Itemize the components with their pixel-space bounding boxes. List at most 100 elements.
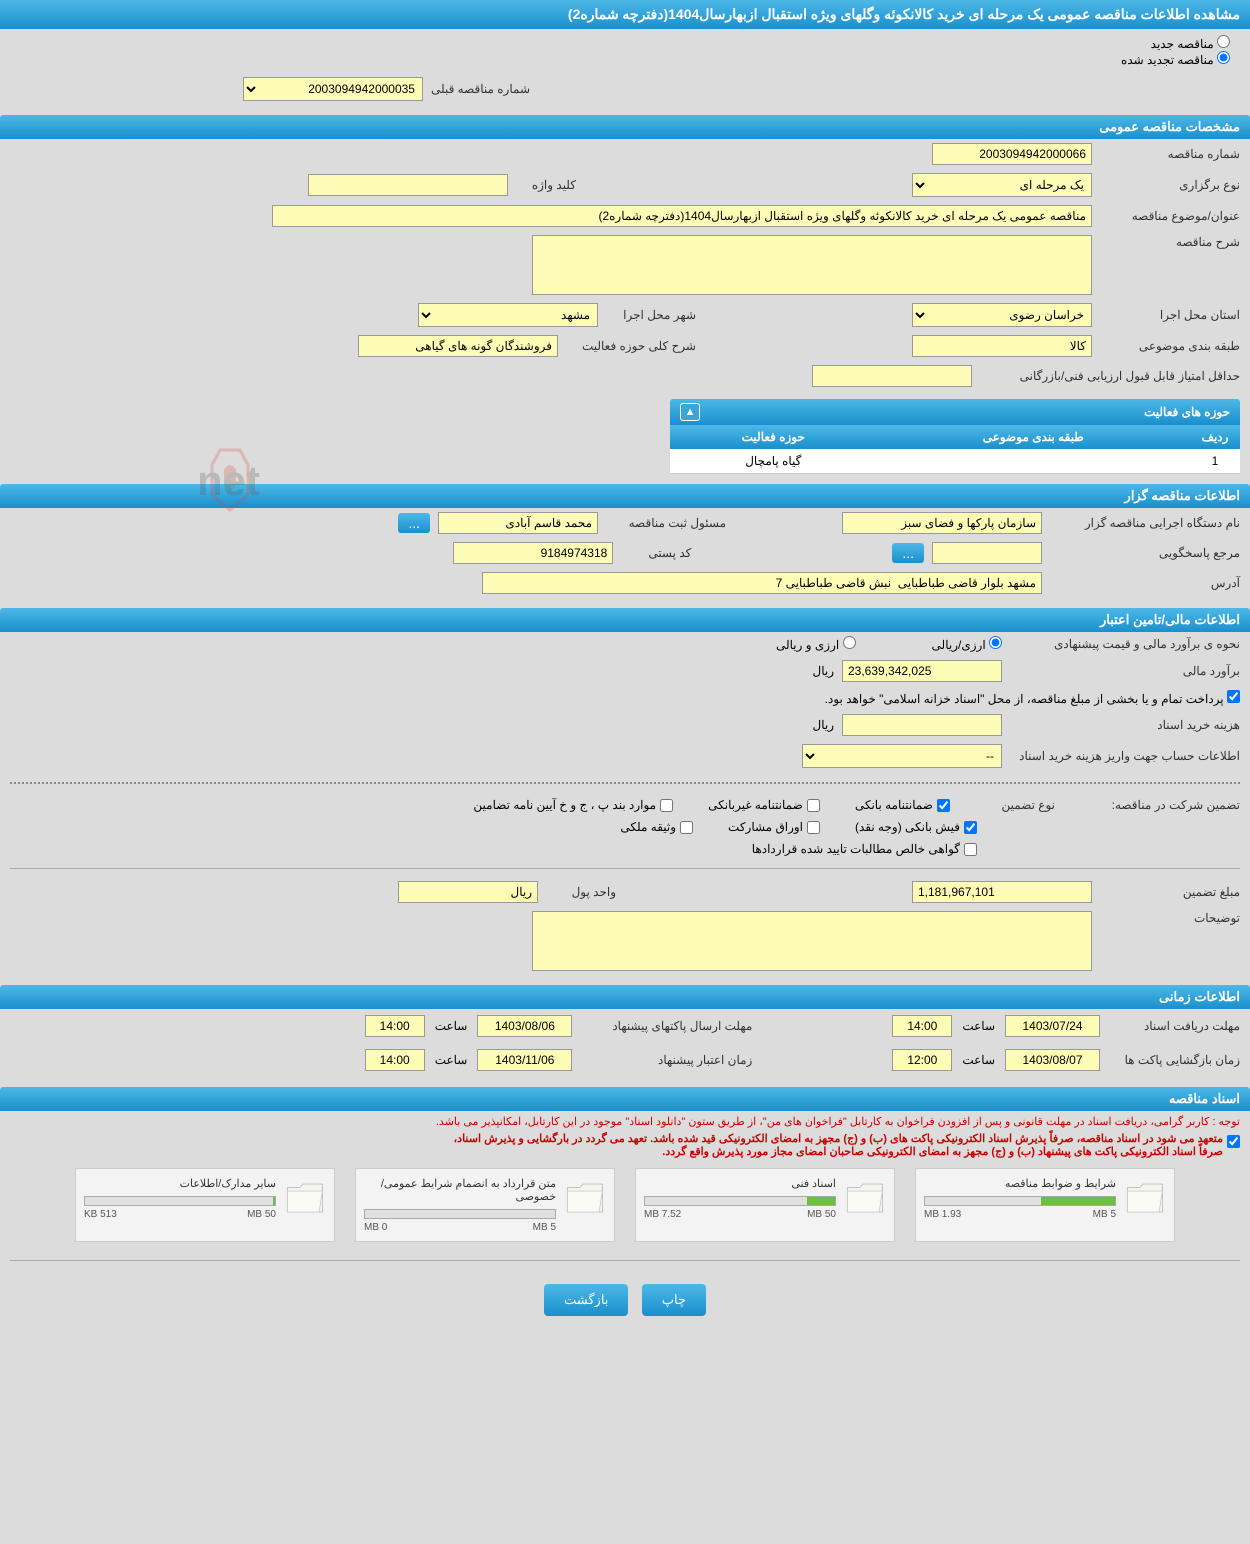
estimate-method-label: نحوه ی برآورد مالی و قیمت پیشنهادی bbox=[1010, 637, 1240, 651]
opening-date[interactable]: 1403/08/07 bbox=[1005, 1049, 1100, 1071]
cb-deed[interactable]: وثیقه ملکی bbox=[620, 820, 693, 834]
radio-new-tender-input[interactable] bbox=[1217, 35, 1230, 48]
city-select[interactable]: مشهد bbox=[418, 303, 598, 327]
cb-partner[interactable]: اوراق مشارکت bbox=[728, 820, 820, 834]
opening-hour[interactable]: 12:00 bbox=[892, 1049, 952, 1071]
activity-table: ردیف طبقه بندی موضوعی حوزه فعالیت 1گیاه … bbox=[670, 425, 1240, 474]
print-button[interactable]: چاپ bbox=[642, 1284, 706, 1316]
section-organizer: اطلاعات مناقصه گزار bbox=[0, 484, 1250, 508]
title-label: عنوان/موضوع مناقصه bbox=[1100, 209, 1240, 223]
doc-note2b: صرفاً اسناد الکترونیکی پاکت های پیشنهاد … bbox=[454, 1145, 1223, 1158]
address-input[interactable] bbox=[482, 572, 1042, 594]
file-title: متن قرارداد به انضمام شرایط عمومی/خصوصی bbox=[364, 1177, 556, 1203]
file-card[interactable]: سایر مدارک/اطلاعات 50 MB513 KB bbox=[75, 1168, 335, 1242]
doc-fee-input[interactable] bbox=[842, 714, 1002, 736]
file-progress bbox=[364, 1209, 556, 1219]
doc-deadline-date[interactable]: 1403/07/24 bbox=[1005, 1015, 1100, 1037]
registrar-value: محمد قاسم آبادی bbox=[438, 512, 598, 534]
postal-value: 9184974318 bbox=[453, 542, 613, 564]
doc-note2a: متعهد می شود در اسناد مناقصه، صرفاً پذیر… bbox=[454, 1132, 1223, 1145]
keyword-input[interactable] bbox=[308, 174, 508, 196]
account-info-label: اطلاعات حساب جهت واریز هزینه خرید اسناد bbox=[1010, 749, 1240, 763]
file-progress bbox=[84, 1196, 276, 1206]
col-class: طبقه بندی موضوعی bbox=[877, 425, 1190, 449]
section-financial: اطلاعات مالی/تامین اعتبار bbox=[0, 608, 1250, 632]
file-title: سایر مدارک/اطلاعات bbox=[84, 1177, 276, 1190]
folder-icon bbox=[564, 1177, 606, 1222]
payment-note-checkbox[interactable]: پرداخت تمام و یا بخشی از مبلغ مناقصه، از… bbox=[825, 690, 1240, 706]
folder-icon bbox=[844, 1177, 886, 1222]
radio-new-tender[interactable]: مناقصه جدید bbox=[1151, 37, 1230, 51]
validity-date[interactable]: 1403/11/06 bbox=[477, 1049, 572, 1071]
guarantee-amount-input[interactable] bbox=[912, 881, 1092, 903]
page-title: مشاهده اطلاعات مناقصه عمومی یک مرحله ای … bbox=[0, 0, 1250, 29]
holding-type-select[interactable]: یک مرحله ای bbox=[912, 173, 1092, 197]
file-card[interactable]: متن قرارداد به انضمام شرایط عمومی/خصوصی … bbox=[355, 1168, 615, 1242]
doc-note1: توجه : کاربر گرامی، دریافت اسناد در مهلت… bbox=[0, 1111, 1250, 1132]
activity-table-header: حوزه های فعالیت ▲ bbox=[670, 399, 1240, 425]
province-select[interactable]: خراسان رضوی bbox=[912, 303, 1092, 327]
file-card[interactable]: شرایط و ضوابط مناقصه 5 MB1.93 MB bbox=[915, 1168, 1175, 1242]
doc-commitment-checkbox[interactable] bbox=[1227, 1135, 1240, 1148]
subject-class-value: کالا bbox=[912, 335, 1092, 357]
registrar-lookup-button[interactable]: ... bbox=[398, 513, 430, 533]
response-ref-lookup-button[interactable]: ... bbox=[892, 543, 924, 563]
account-info-select[interactable]: -- bbox=[802, 744, 1002, 768]
guarantee-amount-label: مبلغ تضمین bbox=[1100, 885, 1240, 899]
radio-renewed-tender[interactable]: مناقصه تجدید شده bbox=[1121, 53, 1230, 67]
postal-label: کد پستی bbox=[621, 546, 691, 560]
proposal-deadline-date[interactable]: 1403/08/06 bbox=[477, 1015, 572, 1037]
guarantee-type-label: نوع تضمین bbox=[985, 798, 1055, 812]
response-ref-input[interactable] bbox=[932, 542, 1042, 564]
title-input[interactable] bbox=[272, 205, 1092, 227]
section-documents: اسناد مناقصه bbox=[0, 1087, 1250, 1111]
cb-nonbank[interactable]: ضمانتنامه غیربانکی bbox=[708, 798, 820, 812]
cb-cash[interactable]: فیش بانکی (وجه نقد) bbox=[855, 820, 977, 834]
prev-number-select[interactable]: 2003094942000035 bbox=[243, 77, 423, 101]
estimate-input[interactable] bbox=[842, 660, 1002, 682]
prev-number-label: شماره مناقصه قبلی bbox=[431, 82, 530, 96]
currency-label: ریال bbox=[812, 664, 834, 678]
folder-icon bbox=[1124, 1177, 1166, 1222]
file-progress bbox=[644, 1196, 836, 1206]
col-activity: حوزه فعالیت bbox=[670, 425, 877, 449]
radio-rial[interactable]: ارزی/ریالی bbox=[932, 636, 1002, 652]
tender-number-label: شماره مناقصه bbox=[1100, 147, 1240, 161]
guarantee-section-label: تضمین شرکت در مناقصه: bbox=[1090, 798, 1240, 812]
comments-textarea[interactable] bbox=[532, 911, 1092, 971]
currency-unit-value: ریال bbox=[398, 881, 538, 903]
agency-value: سازمان پارکها و فضای سبز bbox=[842, 512, 1042, 534]
table-row: 1گیاه پامچال bbox=[670, 449, 1240, 474]
file-progress bbox=[924, 1196, 1116, 1206]
city-label: شهر محل اجرا bbox=[606, 308, 696, 322]
holding-type-label: نوع برگزاری bbox=[1100, 178, 1240, 192]
back-button[interactable]: بازگشت bbox=[544, 1284, 628, 1316]
doc-deadline-label: مهلت دریافت اسناد bbox=[1110, 1019, 1240, 1033]
min-score-input[interactable] bbox=[812, 365, 972, 387]
collapse-icon[interactable]: ▲ bbox=[680, 403, 700, 421]
comments-label: توضیحات bbox=[1100, 911, 1240, 925]
validity-hour[interactable]: 14:00 bbox=[365, 1049, 425, 1071]
radio-renewed-tender-input[interactable] bbox=[1217, 51, 1230, 64]
doc-fee-label: هزینه خرید اسناد bbox=[1010, 718, 1240, 732]
activity-scope-label: شرح کلی حوزه فعالیت bbox=[566, 339, 696, 353]
estimate-label: برآورد مالی bbox=[1010, 664, 1240, 678]
description-textarea[interactable] bbox=[532, 235, 1092, 295]
file-card[interactable]: اسناد فنی 50 MB7.52 MB bbox=[635, 1168, 895, 1242]
address-label: آدرس bbox=[1050, 576, 1240, 590]
registrar-label: مسئول ثبت مناقصه bbox=[606, 516, 726, 530]
description-label: شرح مناقصه bbox=[1100, 235, 1240, 249]
cb-receivables[interactable]: گواهی خالص مطالبات تایید شده قراردادها bbox=[752, 842, 977, 856]
response-ref-label: مرجع پاسخگویی bbox=[1050, 546, 1240, 560]
subject-class-label: طبقه بندی موضوعی bbox=[1100, 339, 1240, 353]
validity-label: زمان اعتبار پیشنهاد bbox=[582, 1053, 752, 1067]
proposal-deadline-hour[interactable]: 14:00 bbox=[365, 1015, 425, 1037]
section-timing: اطلاعات زمانی bbox=[0, 985, 1250, 1009]
file-title: شرایط و ضوابط مناقصه bbox=[924, 1177, 1116, 1190]
cb-bank[interactable]: ضمانتنامه بانکی bbox=[855, 798, 950, 812]
doc-deadline-hour[interactable]: 14:00 bbox=[892, 1015, 952, 1037]
section-general: مشخصات مناقصه عمومی bbox=[0, 115, 1250, 139]
file-title: اسناد فنی bbox=[644, 1177, 836, 1190]
cb-bonds[interactable]: موارد بند پ ، ج و خ آیین نامه تضامین bbox=[473, 798, 673, 812]
radio-both[interactable]: ارزی و ریالی bbox=[776, 636, 856, 652]
